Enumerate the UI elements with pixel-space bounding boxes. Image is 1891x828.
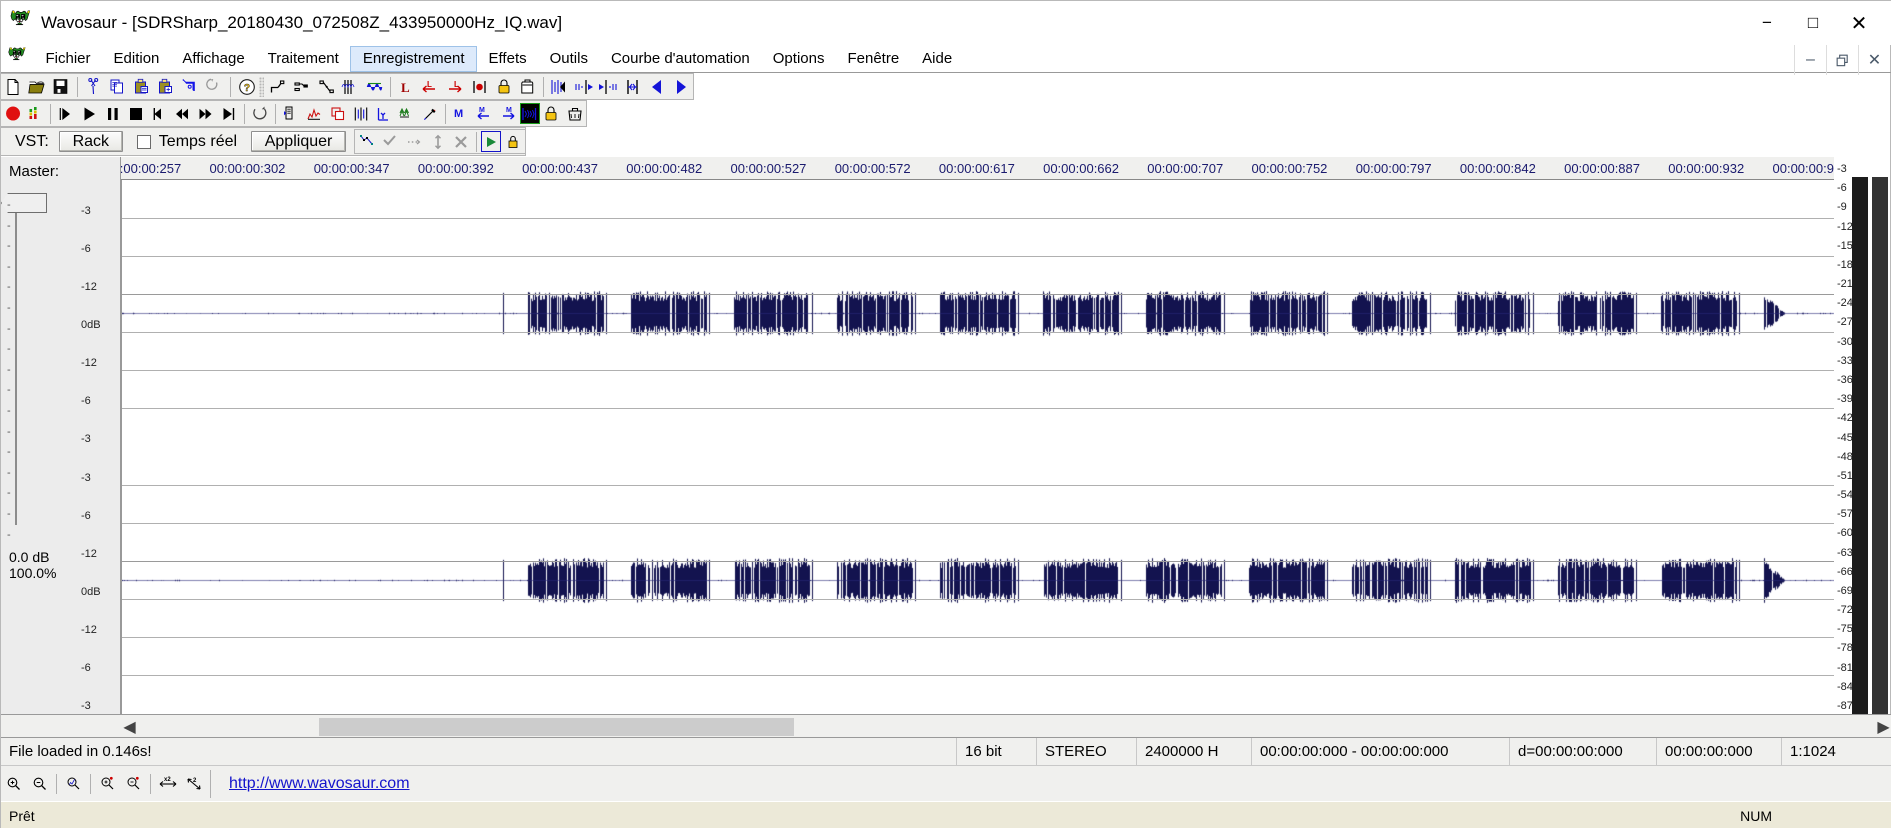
svg-text:M: M: [454, 108, 463, 120]
svg-text:L: L: [454, 80, 459, 89]
svg-text:M: M: [479, 107, 485, 114]
svg-text:L: L: [427, 80, 432, 89]
svg-text:2: 2: [193, 778, 197, 784]
svg-text:x2: x2: [164, 777, 171, 783]
svg-text:L: L: [401, 80, 410, 95]
svg-text:?: ?: [243, 82, 249, 94]
